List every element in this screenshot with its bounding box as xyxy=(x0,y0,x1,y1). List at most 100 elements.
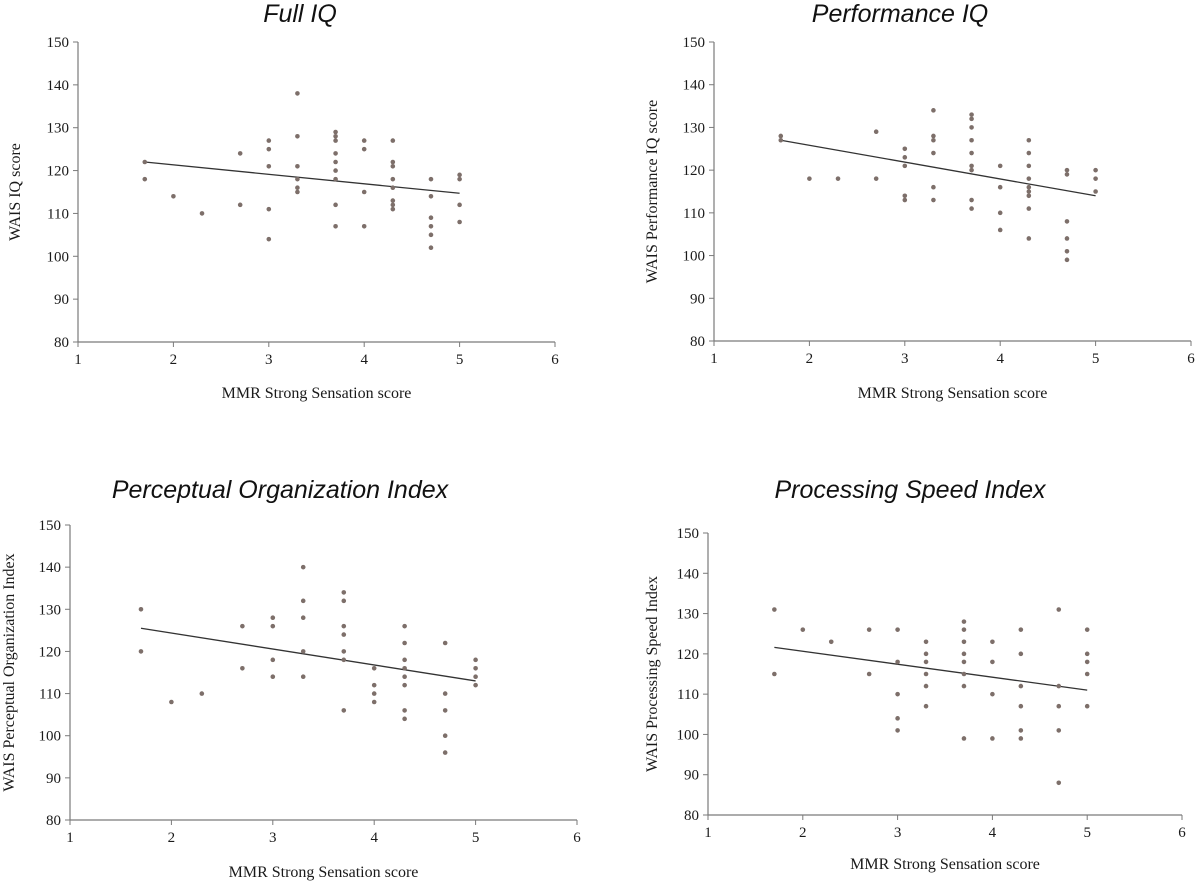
y-axis-title: WAIS IQ score xyxy=(7,143,24,241)
data-point xyxy=(1026,163,1032,169)
data-point xyxy=(1064,236,1070,241)
data-point xyxy=(969,206,974,211)
y-tick-label: 110 xyxy=(683,206,705,222)
data-point xyxy=(961,639,967,645)
trend-line xyxy=(780,139,1096,197)
data-point xyxy=(1064,219,1070,224)
data-point xyxy=(270,623,276,629)
y-tick-label: 80 xyxy=(684,808,699,824)
data-point xyxy=(341,623,347,629)
data-point xyxy=(361,223,367,229)
data-point xyxy=(295,185,300,191)
trend-line xyxy=(140,627,476,682)
data-point xyxy=(931,184,936,190)
data-point xyxy=(428,193,434,199)
x-tick-label: 5 xyxy=(1092,351,1100,367)
y-tick-label: 110 xyxy=(39,687,61,703)
data-point xyxy=(169,699,174,705)
data-point xyxy=(1084,651,1090,657)
data-point xyxy=(1093,176,1098,181)
data-point xyxy=(402,716,407,722)
y-tick-label: 150 xyxy=(47,35,70,51)
data-point xyxy=(1026,193,1032,199)
data-point xyxy=(371,691,377,696)
data-point xyxy=(390,163,396,169)
data-point xyxy=(442,708,448,713)
data-point xyxy=(442,733,448,739)
y-tick-label: 150 xyxy=(683,35,706,51)
data-point xyxy=(1084,627,1090,632)
data-point xyxy=(428,223,434,229)
data-point xyxy=(969,163,974,169)
data-point xyxy=(961,651,967,657)
data-point xyxy=(772,607,777,612)
data-point xyxy=(390,206,396,212)
data-point xyxy=(390,138,396,143)
data-point xyxy=(199,211,205,216)
data-point xyxy=(361,189,367,195)
x-tick-label: 1 xyxy=(66,830,74,846)
data-point xyxy=(237,202,243,208)
data-point xyxy=(895,691,900,697)
data-point xyxy=(1018,627,1024,632)
data-point xyxy=(457,219,462,225)
data-point xyxy=(237,151,243,156)
data-point xyxy=(390,176,396,182)
data-point xyxy=(266,163,272,169)
x-axis-title: MMR Strong Sensation score xyxy=(858,385,1048,402)
data-point xyxy=(997,163,1003,169)
data-point xyxy=(428,176,434,182)
data-point xyxy=(341,649,347,654)
y-tick-label: 130 xyxy=(47,121,70,137)
data-point xyxy=(390,159,396,165)
data-point xyxy=(997,184,1003,190)
y-tick-label: 90 xyxy=(684,768,699,784)
data-point xyxy=(902,197,908,203)
data-point xyxy=(341,598,347,604)
data-point xyxy=(300,615,306,621)
data-point xyxy=(1026,184,1032,190)
x-tick-label: 3 xyxy=(269,830,277,846)
data-point xyxy=(428,232,434,238)
chart-panel-1: Full IQ 80 90 100 110 120 130 140 150 1 2 3 4 5 6 MMR S… xyxy=(7,0,559,402)
data-point xyxy=(1018,728,1024,733)
data-point xyxy=(138,649,144,654)
data-point xyxy=(1018,683,1024,689)
x-tick-label: 1 xyxy=(710,351,718,367)
data-point xyxy=(333,133,338,139)
data-point xyxy=(961,671,967,677)
x-tick-label: 6 xyxy=(573,830,581,846)
data-point xyxy=(990,736,995,741)
data-point xyxy=(270,657,276,663)
data-point xyxy=(442,750,448,755)
data-point xyxy=(1018,651,1024,657)
x-tick-label: 6 xyxy=(551,352,559,368)
data-point xyxy=(341,708,347,713)
data-point xyxy=(1084,659,1090,665)
data-point xyxy=(295,163,300,169)
data-point xyxy=(442,640,448,646)
data-point xyxy=(866,627,872,632)
data-point xyxy=(895,728,900,733)
data-point xyxy=(240,623,245,629)
data-point xyxy=(300,674,306,680)
data-point xyxy=(828,639,834,645)
data-point xyxy=(240,665,245,671)
data-point xyxy=(390,185,396,191)
y-axis-title: WAIS Performance IQ score xyxy=(644,100,661,283)
y-tick-label: 130 xyxy=(677,607,700,623)
x-tick-label: 2 xyxy=(806,351,814,367)
x-tick-label: 2 xyxy=(168,830,176,846)
x-tick-label: 6 xyxy=(1187,351,1195,367)
y-tick-label: 120 xyxy=(39,644,62,660)
data-point xyxy=(895,627,900,632)
data-point xyxy=(923,639,929,645)
data-point xyxy=(997,227,1003,233)
x-tick-label: 3 xyxy=(901,351,909,367)
x-tick-label: 2 xyxy=(170,352,178,368)
chart-panel-4: Processing Speed Index809010011012013014… xyxy=(644,476,1186,873)
data-point xyxy=(402,682,407,688)
data-point xyxy=(1026,189,1032,194)
chart-panel-2: Performance IQ 80 90 100 110 120 130 140 150 1 2 3 4… xyxy=(644,0,1195,402)
data-point xyxy=(402,674,407,680)
